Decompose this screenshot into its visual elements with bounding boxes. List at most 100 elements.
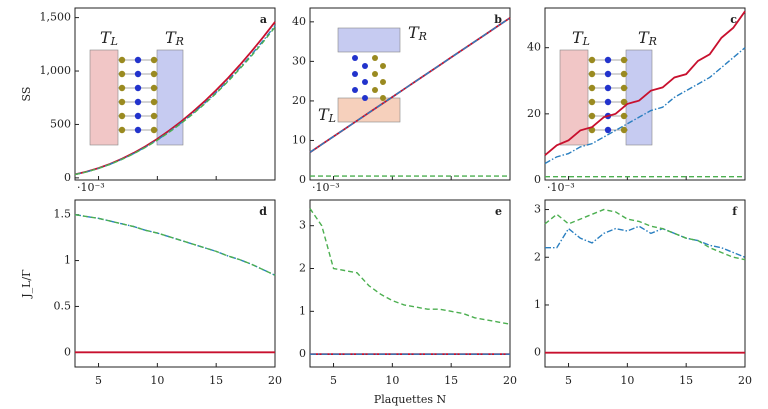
reservoir-label: TL xyxy=(318,105,336,126)
atom xyxy=(588,70,596,78)
atom xyxy=(380,95,386,101)
atom xyxy=(380,63,386,69)
label-sub: L xyxy=(582,35,590,48)
label-sub: R xyxy=(418,30,427,43)
atom xyxy=(150,70,158,78)
x-tick-label: 10 xyxy=(385,374,399,387)
plot-frame xyxy=(309,7,511,181)
panel-label: d xyxy=(259,205,267,218)
y-tick-label: 0 xyxy=(299,173,306,186)
plot-frame xyxy=(309,199,511,368)
scale-note: ·10⁻³ xyxy=(312,181,340,194)
x-tick-label: 20 xyxy=(268,374,282,387)
atom xyxy=(134,98,142,106)
label-sub: L xyxy=(328,112,336,125)
y-tick-label: 40 xyxy=(527,41,541,54)
series-line xyxy=(74,26,276,176)
y-tick-label: 3 xyxy=(299,219,306,232)
label-base: T xyxy=(572,28,584,47)
atom xyxy=(620,56,628,64)
y-tick-label: 1.5 xyxy=(54,208,72,221)
reservoir-label: TR xyxy=(408,23,427,44)
atom xyxy=(150,84,158,92)
atom xyxy=(352,87,358,93)
series-line xyxy=(309,17,511,153)
atom xyxy=(118,70,126,78)
reservoir-label: TR xyxy=(638,28,657,49)
label-base: T xyxy=(638,28,650,47)
plot-frame xyxy=(74,199,276,368)
x-tick-label: 10 xyxy=(150,374,164,387)
atom xyxy=(372,55,378,61)
y-tick-label: 0 xyxy=(534,346,541,359)
atom xyxy=(588,112,596,120)
label-sub: L xyxy=(110,35,118,48)
y-tick-label: 30 xyxy=(292,54,306,67)
atom xyxy=(118,98,126,106)
atom xyxy=(150,56,158,64)
panel-label: b xyxy=(494,13,502,26)
plot-frame xyxy=(74,7,276,181)
atom xyxy=(372,87,378,93)
y-tick-label: 20 xyxy=(527,107,541,120)
atom xyxy=(118,56,126,64)
y-tick-label: 0 xyxy=(64,171,71,184)
atom xyxy=(604,84,612,92)
atom xyxy=(620,98,628,106)
x-tick-label: 10 xyxy=(620,374,634,387)
atom xyxy=(362,63,368,69)
atom xyxy=(352,71,358,77)
y-tick-label: 1 xyxy=(64,254,71,267)
x-tick-label: 5 xyxy=(330,374,337,387)
series-line xyxy=(544,47,746,165)
panel-label: c xyxy=(730,13,737,26)
x-tick-label: 20 xyxy=(738,374,752,387)
series-line xyxy=(544,10,746,156)
x-tick-label: 20 xyxy=(503,374,517,387)
series-line xyxy=(544,208,746,261)
y-tick-label: 0 xyxy=(534,173,541,186)
atom xyxy=(134,126,142,134)
atom xyxy=(372,71,378,77)
y-tick-label: 500 xyxy=(50,117,71,130)
y-axis-label: SS xyxy=(20,87,33,102)
y-tick-label: 10 xyxy=(292,133,306,146)
atom xyxy=(150,112,158,120)
y-axis-label: J_L/Γ xyxy=(20,269,33,299)
atom xyxy=(362,95,368,101)
y-tick-label: 1,000 xyxy=(40,64,72,77)
reservoir xyxy=(337,27,401,53)
atom xyxy=(352,55,358,61)
atom xyxy=(134,56,142,64)
y-tick-label: 0.5 xyxy=(54,299,72,312)
atom xyxy=(588,98,596,106)
panel: 0 1 2 3 5 10 15 20 e Plaquettes N ·10⁻³ xyxy=(299,181,517,406)
reservoir xyxy=(559,49,589,146)
label-base: T xyxy=(318,105,330,124)
reservoir xyxy=(625,49,653,146)
panel-label: e xyxy=(495,205,502,218)
atom xyxy=(134,84,142,92)
x-tick-label: 5 xyxy=(95,374,102,387)
atom xyxy=(604,98,612,106)
atom xyxy=(118,84,126,92)
label-base: T xyxy=(408,23,420,42)
reservoir-label: TR xyxy=(165,28,184,49)
atom xyxy=(588,56,596,64)
reservoir-label: TL xyxy=(100,28,118,49)
atom xyxy=(588,84,596,92)
atom xyxy=(620,70,628,78)
scale-note: ·10⁻³ xyxy=(77,181,105,194)
panel: 0 0.5 1 1.5 5 10 15 20 d J_L/Γ ·10⁻³ xyxy=(20,181,282,387)
y-tick-label: 20 xyxy=(292,94,306,107)
plot-frame xyxy=(544,199,746,368)
panel-label: a xyxy=(260,13,267,26)
y-tick-label: 3 xyxy=(534,203,541,216)
plot-frame xyxy=(544,7,746,181)
panel-label: f xyxy=(732,205,738,218)
atom xyxy=(134,70,142,78)
